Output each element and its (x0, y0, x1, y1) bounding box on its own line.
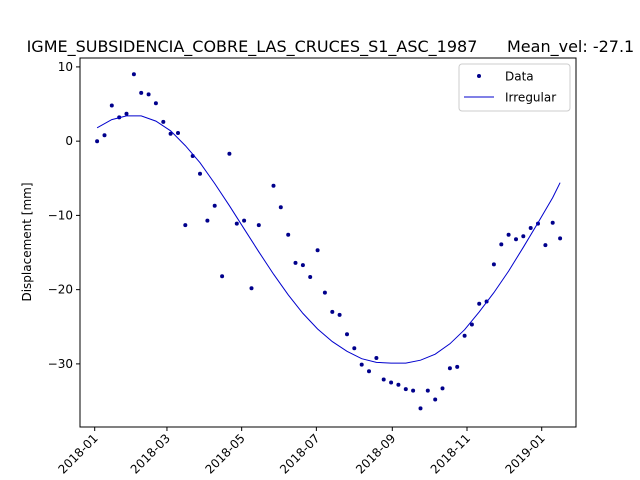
data-point (293, 260, 298, 265)
legend-data-marker (477, 74, 481, 78)
data-point (109, 103, 114, 108)
series-line-irregular (96, 115, 561, 364)
data-point (124, 111, 129, 116)
data-point (521, 234, 526, 239)
data-point (411, 388, 416, 393)
data-point (499, 242, 504, 247)
plot-area: 10 0 −10 −20 −30 2018-01 2018-03 2018-05 2018-07… (48, 57, 577, 477)
data-point (242, 218, 247, 223)
data-point (315, 248, 320, 253)
data-point (440, 386, 445, 391)
data-point (462, 333, 467, 338)
data-point (352, 346, 357, 351)
data-point (418, 406, 423, 411)
data-point (256, 223, 261, 228)
data-point (337, 312, 342, 317)
data-point (381, 377, 386, 382)
data-point (131, 72, 136, 77)
data-point (491, 262, 496, 267)
data-point (183, 223, 188, 228)
data-point (374, 356, 379, 360)
data-point (212, 203, 217, 208)
data-point (286, 232, 291, 237)
data-point (558, 236, 563, 241)
legend-box (458, 63, 571, 112)
data-point (161, 119, 166, 124)
data-point (234, 221, 239, 226)
data-point (389, 380, 394, 385)
data-point (153, 101, 158, 106)
data-point (227, 151, 232, 156)
data-point (433, 397, 438, 402)
x-tick-label: 2018-07 (277, 431, 322, 476)
chart-title: IGME_SUBSIDENCIA_COBRE_LAS_CRUCES_S1_ASC… (27, 37, 478, 57)
data-point (455, 364, 460, 369)
legend-irregular-label: Irregular (505, 91, 556, 105)
x-tick-label: 2018-03 (128, 431, 173, 476)
data-point (359, 362, 364, 367)
data-point (543, 243, 548, 248)
data-point (139, 90, 144, 95)
y-tick-label: −10 (48, 208, 73, 222)
data-point (514, 237, 518, 242)
x-tick-label: 2019-01 (502, 431, 547, 476)
data-point (330, 309, 335, 314)
data-point (278, 205, 283, 210)
data-point (271, 183, 276, 188)
y-axis-label: Displacement [mm] (20, 182, 34, 301)
legend: Data Irregular (458, 63, 571, 112)
y-tick-label: 10 (58, 60, 73, 74)
axes-frame (79, 57, 577, 428)
data-point (95, 139, 100, 144)
data-point (300, 263, 305, 268)
data-point (345, 332, 349, 337)
data-point (308, 275, 313, 279)
data-point (396, 382, 401, 387)
data-point (198, 171, 202, 176)
y-tick-label: −20 (48, 283, 73, 297)
data-point (403, 387, 408, 392)
chart-subtitle: Mean_vel: -27.1 (507, 37, 634, 57)
data-point (322, 290, 327, 295)
x-tick-label: 2018-11 (428, 431, 473, 476)
y-tick-label: −30 (48, 357, 73, 371)
data-point (220, 274, 225, 279)
data-point (249, 286, 254, 291)
data-point (447, 366, 452, 371)
data-point (506, 232, 511, 237)
data-point (205, 218, 210, 223)
y-tick-label: 0 (65, 134, 73, 148)
legend-data-label: Data (505, 70, 534, 84)
data-point (550, 220, 555, 225)
data-point (477, 301, 482, 306)
data-point (146, 92, 151, 97)
x-tick-label: 2018-01 (55, 431, 100, 476)
data-point (367, 369, 371, 374)
data-point (102, 133, 107, 138)
x-tick-label: 2018-05 (202, 431, 247, 476)
data-point (528, 226, 533, 230)
data-point (168, 131, 173, 136)
data-point (425, 388, 430, 393)
x-tick-label: 2018-09 (353, 431, 398, 476)
data-point (176, 131, 180, 135)
data-point (469, 322, 474, 327)
